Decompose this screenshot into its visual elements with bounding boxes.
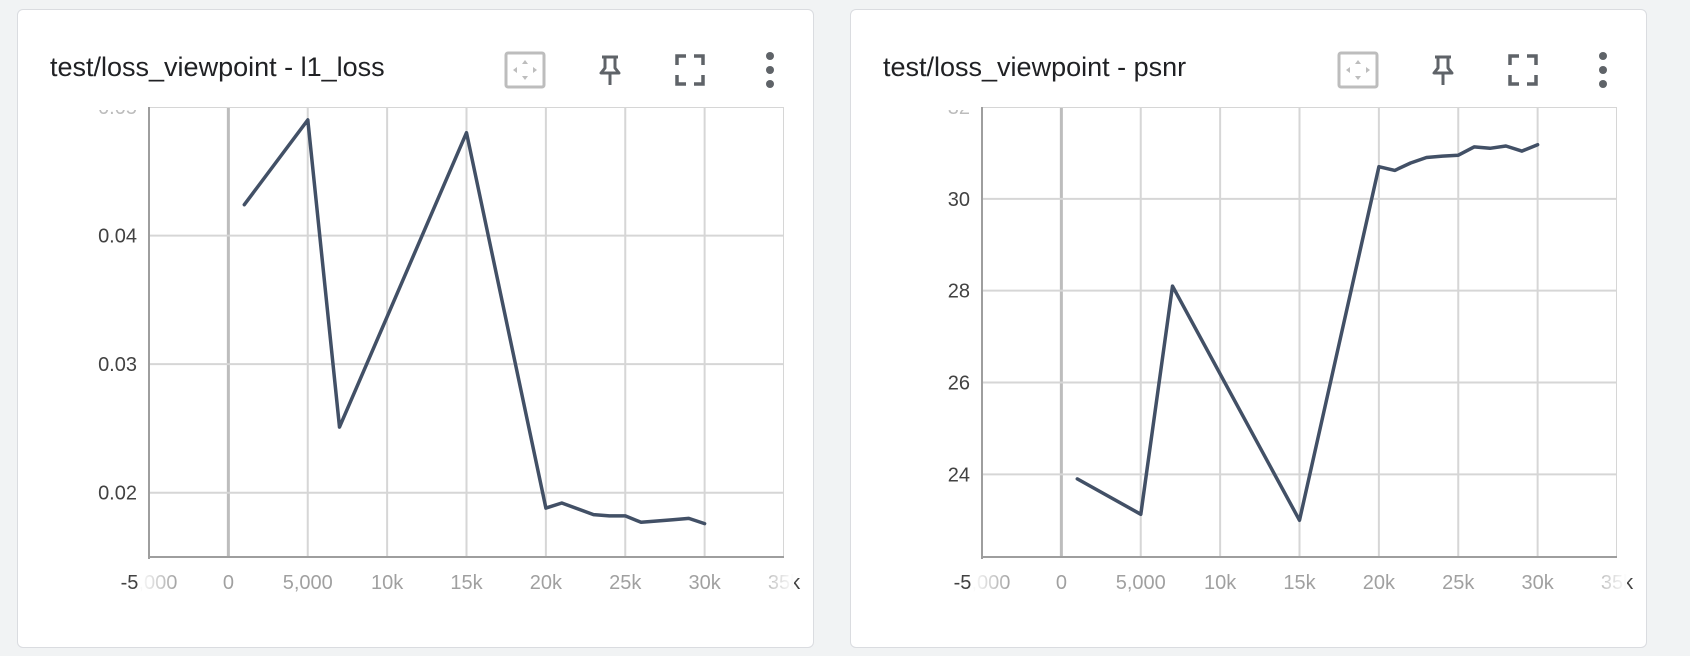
pin-button[interactable] bbox=[588, 50, 632, 90]
more-options-button[interactable] bbox=[1581, 50, 1625, 90]
y-tick-label: 30 bbox=[948, 189, 970, 211]
more-options-button[interactable] bbox=[748, 50, 792, 90]
more-vert-icon bbox=[766, 52, 774, 88]
y-tick-label: 32 bbox=[948, 97, 970, 119]
series-lines bbox=[1075, 142, 1540, 523]
pin-button[interactable] bbox=[1421, 50, 1465, 90]
chart-title: test/loss_viewpoint - psnr bbox=[883, 52, 1187, 82]
series-line bbox=[1075, 142, 1540, 523]
fullscreen-button[interactable] bbox=[1501, 50, 1545, 90]
pin-icon bbox=[599, 55, 621, 85]
more-vert-icon bbox=[1599, 52, 1607, 88]
fullscreen-icon bbox=[675, 54, 705, 86]
x-label-fade bbox=[139, 565, 794, 599]
fit-to-data-button[interactable] bbox=[503, 50, 547, 90]
pin-icon bbox=[1432, 55, 1454, 85]
series-lines bbox=[242, 118, 707, 526]
fit-to-data-icon bbox=[1337, 51, 1379, 89]
y-tick-labels: 0.02 0.03 0.04 0.05 bbox=[98, 97, 137, 505]
y-tick-label: 26 bbox=[948, 373, 970, 395]
y-tick-label: 24 bbox=[948, 464, 970, 486]
y-tick-label: 22 bbox=[948, 556, 970, 578]
x-label-fade bbox=[972, 565, 1627, 599]
fit-to-data-icon bbox=[504, 51, 546, 89]
chart-card-l1-loss: test/loss_viewpoint - l1_loss -5,00005,0… bbox=[17, 9, 814, 648]
y-tick-labels: 22 24 26 28 30 32 bbox=[948, 97, 970, 578]
grid-lines bbox=[149, 107, 784, 557]
y-tick-label: 0.03 bbox=[98, 354, 137, 376]
y-tick-label: 28 bbox=[948, 281, 970, 303]
grid-lines bbox=[982, 107, 1617, 557]
chart-title: test/loss_viewpoint - l1_loss bbox=[50, 52, 385, 82]
line-chart-plot[interactable]: -5,00005,00010k15k20k25k30k35k2224262830… bbox=[851, 10, 1648, 649]
chart-card-psnr: test/loss_viewpoint - psnr -5,00005,0001… bbox=[850, 9, 1647, 648]
fit-to-data-button[interactable] bbox=[1336, 50, 1380, 90]
y-tick-label: 0.05 bbox=[98, 97, 137, 119]
y-tick-label: 0.02 bbox=[98, 483, 137, 505]
fullscreen-button[interactable] bbox=[668, 50, 712, 90]
y-tick-label: 0.04 bbox=[98, 226, 137, 248]
line-chart-plot[interactable]: -5,00005,00010k15k20k25k30k35k0.020.030.… bbox=[18, 10, 815, 649]
series-line bbox=[242, 118, 707, 526]
fullscreen-icon bbox=[1508, 54, 1538, 86]
